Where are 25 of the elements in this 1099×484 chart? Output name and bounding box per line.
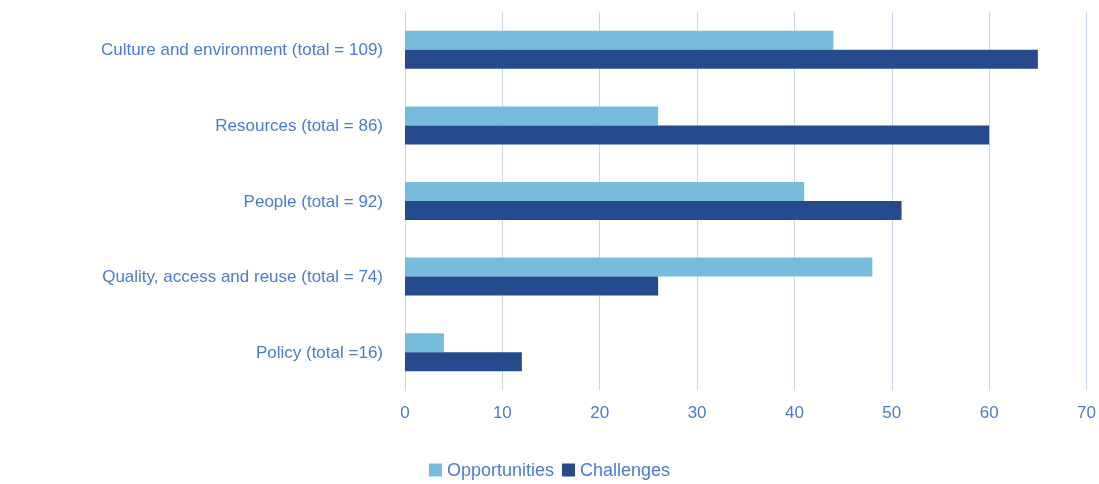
legend-label: Challenges — [580, 460, 671, 480]
bar — [405, 30, 834, 50]
y-tick-label: Resources (total = 86) — [215, 115, 383, 135]
bar — [405, 352, 522, 372]
y-tick-label: Quality, access and reuse (total = 74) — [102, 267, 383, 287]
x-tick-label: 40 — [784, 403, 804, 422]
y-tick-label: Policy (total =16) — [255, 342, 383, 362]
x-tick-label: 50 — [882, 403, 902, 422]
bar — [405, 201, 902, 220]
legend-label: Opportunities — [446, 460, 554, 480]
bar — [405, 125, 990, 145]
x-tick-label: 30 — [687, 403, 707, 422]
x-tick-label: 0 — [400, 403, 410, 422]
x-tick-label: 60 — [979, 403, 999, 422]
x-tick-label: 10 — [492, 403, 512, 422]
y-tick-label: People (total = 92) — [243, 191, 383, 211]
bar — [405, 49, 1038, 69]
bar — [405, 106, 659, 126]
x-tick-label: 20 — [590, 403, 610, 422]
x-tick-label: 70 — [1077, 403, 1097, 422]
bar — [405, 333, 444, 353]
y-tick-label: Culture and environment (total = 109) — [100, 40, 383, 60]
bar — [405, 257, 873, 277]
bar — [405, 182, 805, 201]
bar — [405, 276, 659, 296]
